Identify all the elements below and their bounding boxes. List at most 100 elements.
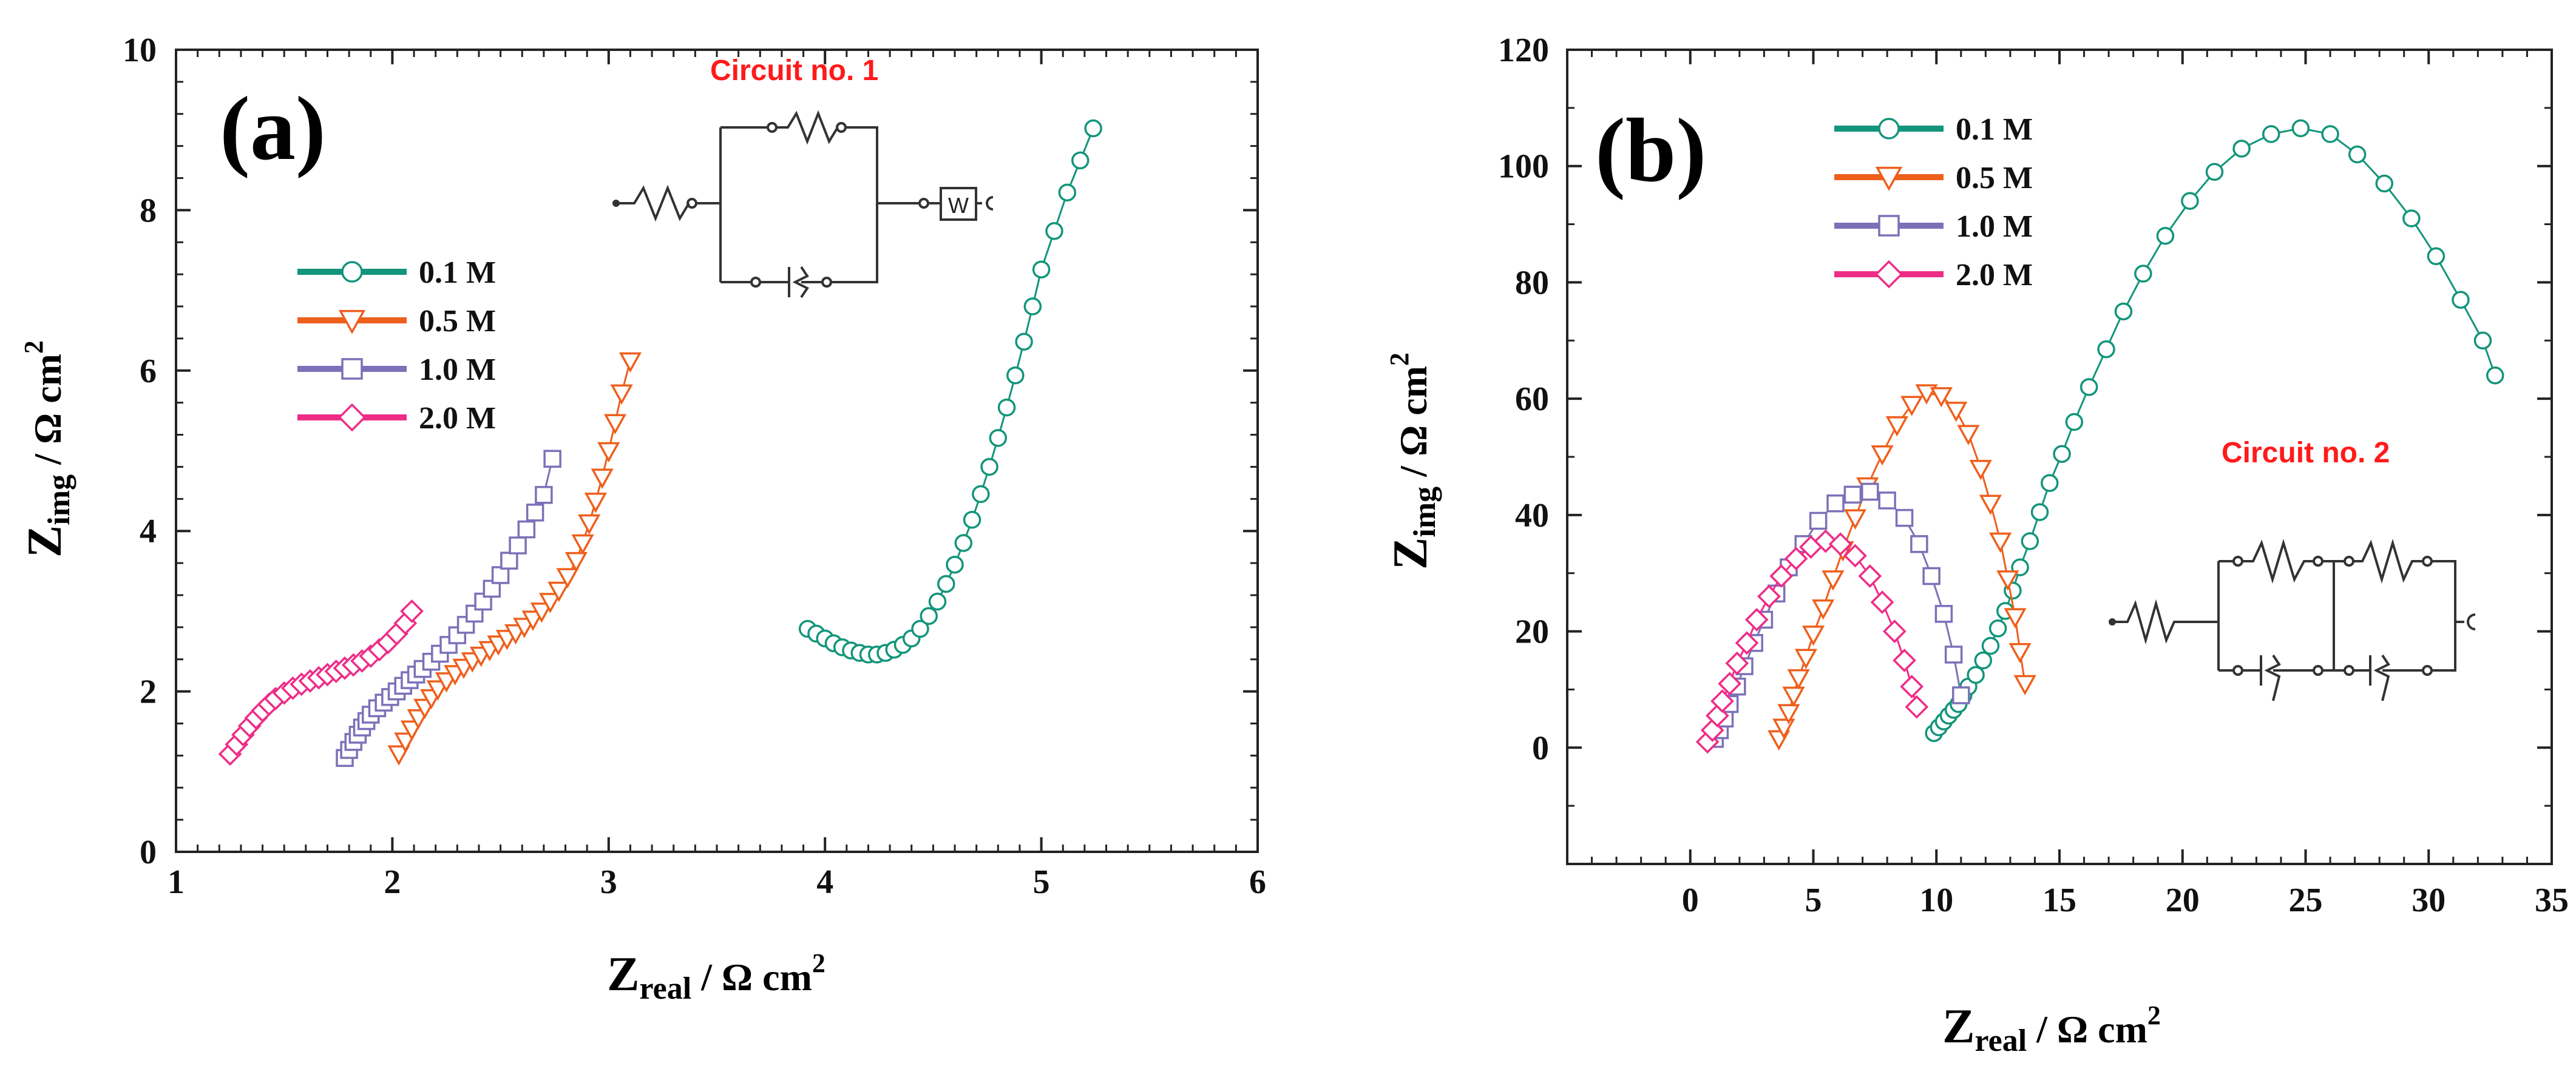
data-point-1-0-m xyxy=(1922,567,1940,585)
panel-b-circuit-label: Circuit no. 2 xyxy=(2222,437,2390,469)
data-point-2-0-m xyxy=(1814,529,1838,553)
data-point-0-1-m xyxy=(2134,265,2152,283)
data-point-0-1-m xyxy=(2114,302,2133,321)
data-point-1-0-m xyxy=(526,504,544,522)
circuit1-cpe-parallel xyxy=(760,266,822,299)
data-point-0-5-m xyxy=(1945,402,1968,422)
panel-b-label: (b) xyxy=(1595,100,1706,201)
circuit2-node xyxy=(2313,665,2323,676)
y-tick-label: 100 xyxy=(1498,148,1549,186)
y-tick-label: 20 xyxy=(1515,613,1549,651)
data-point-0-1-m xyxy=(920,607,938,626)
y-tick-label: 0 xyxy=(140,834,157,871)
y-tick-label: 80 xyxy=(1515,264,1549,302)
data-point-0-5-m xyxy=(1777,704,1800,724)
series-0-5-m xyxy=(1768,384,2036,751)
data-point-0-1-m xyxy=(946,555,964,574)
legend-item-1-0-m: 1.0 M xyxy=(1834,209,2033,244)
x-tick-label: 20 xyxy=(2166,882,2200,919)
data-point-0-1-m xyxy=(1974,651,1993,670)
data-point-2-0-m xyxy=(1843,544,1867,568)
circuit1-wires-left xyxy=(696,126,768,283)
data-point-0-1-m xyxy=(2041,474,2059,492)
panel-b-legend: 0.1 M 0.5 M 1.0 M 2.0 M xyxy=(1834,112,2033,292)
y-tick-label: 4 xyxy=(140,513,157,550)
data-point-0-1-m xyxy=(2053,445,2071,463)
data-point-2-0-m xyxy=(1744,608,1769,632)
data-point-2-0-m xyxy=(1769,564,1794,588)
data-point-0-1-m xyxy=(2205,163,2224,181)
y-tick-label: 10 xyxy=(123,32,157,69)
legend-marker xyxy=(1878,118,1900,140)
data-point-0-1-m xyxy=(1084,119,1102,138)
data-point-2-0-m xyxy=(1900,675,1924,699)
x-tick-label: 0 xyxy=(1682,882,1699,919)
series-0-1-m xyxy=(798,119,1102,664)
y-tick-label: 0 xyxy=(1532,729,1549,767)
data-point-2-0-m xyxy=(1828,532,1852,556)
data-point-0-1-m xyxy=(2097,340,2115,359)
data-point-0-1-m xyxy=(2402,209,2421,228)
y-tick-label: 60 xyxy=(1515,380,1549,418)
panel-a-label: (a) xyxy=(220,78,326,179)
series-0-5-m xyxy=(387,352,642,766)
panel-a-tick-labels: 1 2 3 4 5 6 0 2 4 6 8 10 xyxy=(123,32,1266,901)
data-point-0-5-m xyxy=(610,384,633,405)
data-point-0-1-m xyxy=(2473,331,2492,350)
legend-marker xyxy=(338,309,366,334)
circuit2-resistor-1 xyxy=(2242,539,2314,584)
data-point-0-1-m xyxy=(937,575,955,593)
data-point-0-1-m xyxy=(1006,366,1025,385)
data-point-0-1-m xyxy=(1045,222,1063,240)
data-point-0-1-m xyxy=(997,398,1016,417)
data-point-0-5-m xyxy=(571,534,594,555)
data-point-0-1-m xyxy=(989,429,1008,447)
legend-label: 0.1 M xyxy=(1956,112,2033,147)
legend-item-0-1-m: 0.1 M xyxy=(1834,112,2033,147)
panel-b-tick-labels: 0 5 10 15 20 25 30 35 0 20 40 60 80 100 120 xyxy=(1498,32,2569,919)
circuit1-node xyxy=(750,277,761,288)
data-point-2-0-m xyxy=(400,599,424,623)
circuit1-terminal-right xyxy=(986,196,994,211)
data-point-1-0-m xyxy=(1952,686,1970,704)
panel-a-series xyxy=(218,119,1102,767)
series-1-0-m xyxy=(1706,482,1970,748)
data-point-2-0-m xyxy=(1718,672,1742,696)
data-point-0-5-m xyxy=(584,493,607,513)
circuit2-node xyxy=(2232,665,2243,676)
x-tick-label: 3 xyxy=(600,863,617,901)
data-point-0-1-m xyxy=(1967,666,1985,684)
data-point-0-5-m xyxy=(1782,686,1805,707)
panel-a-frame xyxy=(175,49,1259,853)
data-point-0-5-m xyxy=(1989,532,2012,553)
legend-label: 1.0 M xyxy=(1956,209,2033,244)
series-1-0-m xyxy=(336,450,561,767)
circuit1-node xyxy=(821,277,832,288)
data-point-1-0-m xyxy=(1944,646,1963,664)
data-point-0-5-m xyxy=(1822,570,1845,591)
data-point-0-5-m xyxy=(426,680,449,701)
circuit1-resistor-parallel xyxy=(776,110,839,145)
x-tick-label: 5 xyxy=(1805,882,1822,919)
panel-b: 0 5 10 15 20 25 30 35 0 20 40 60 80 100 120 (b) Circui… xyxy=(1384,32,2569,1058)
data-point-0-5-m xyxy=(530,602,553,623)
data-point-0-1-m xyxy=(2030,503,2049,521)
legend-marker xyxy=(1875,166,1903,191)
circuit2-cpe-2 xyxy=(2353,654,2423,701)
data-point-2-0-m xyxy=(1710,689,1734,713)
x-tick-label: 30 xyxy=(2412,882,2446,919)
data-point-0-1-m xyxy=(1988,619,2007,638)
data-point-0-5-m xyxy=(2013,675,2036,696)
panel-a-circuit-diagram xyxy=(612,110,994,299)
data-point-0-5-m xyxy=(619,352,642,373)
legend-label: 2.0 M xyxy=(419,401,496,436)
data-point-0-5-m xyxy=(1957,425,1980,445)
data-point-0-1-m xyxy=(1023,297,1042,315)
data-point-0-5-m xyxy=(538,593,562,613)
series-2-0-m xyxy=(1695,529,1929,754)
data-point-0-5-m xyxy=(1871,445,1894,466)
legend-label: 0.1 M xyxy=(419,255,496,290)
data-point-0-1-m xyxy=(1015,332,1033,351)
panel-a-tick-marks xyxy=(175,49,1259,853)
circuit2-node xyxy=(2344,665,2354,676)
